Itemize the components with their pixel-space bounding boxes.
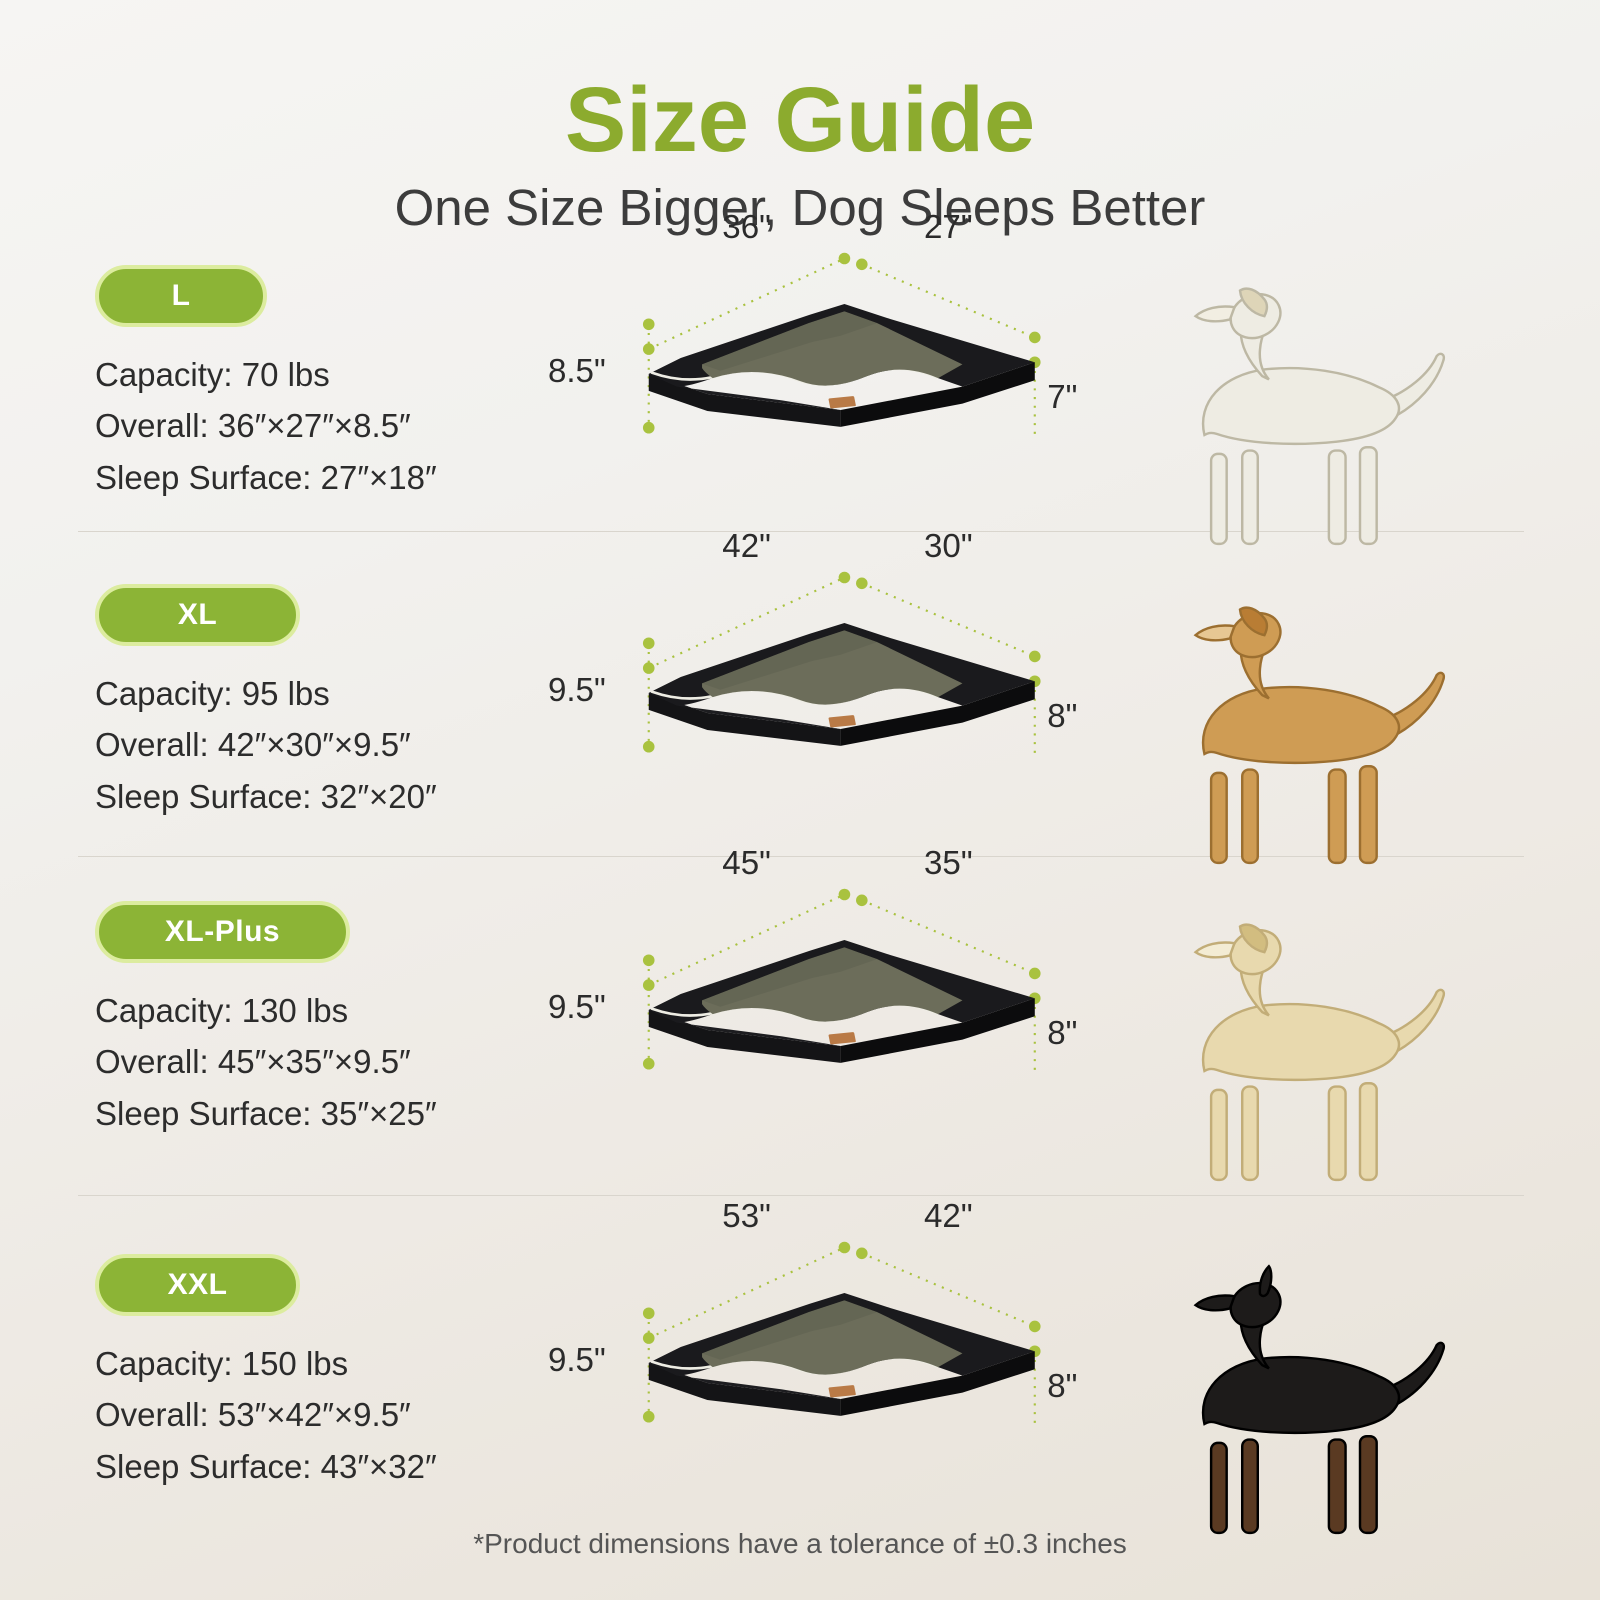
svg-text:36": 36" bbox=[722, 209, 771, 246]
svg-text:8.5": 8.5" bbox=[548, 353, 606, 390]
svg-text:7": 7" bbox=[1047, 379, 1077, 416]
svg-text:35": 35" bbox=[924, 845, 973, 882]
svg-text:8": 8" bbox=[1047, 1015, 1077, 1052]
svg-text:30": 30" bbox=[924, 528, 973, 565]
svg-text:27": 27" bbox=[924, 209, 973, 246]
svg-text:8": 8" bbox=[1047, 698, 1077, 735]
svg-text:42": 42" bbox=[722, 528, 771, 565]
svg-text:45": 45" bbox=[722, 845, 771, 882]
svg-text:9.5": 9.5" bbox=[548, 672, 606, 709]
svg-text:8": 8" bbox=[1047, 1368, 1077, 1405]
svg-text:53": 53" bbox=[722, 1198, 771, 1235]
svg-text:42": 42" bbox=[924, 1198, 973, 1235]
svg-text:9.5": 9.5" bbox=[548, 1342, 606, 1379]
svg-text:9.5": 9.5" bbox=[548, 989, 606, 1026]
